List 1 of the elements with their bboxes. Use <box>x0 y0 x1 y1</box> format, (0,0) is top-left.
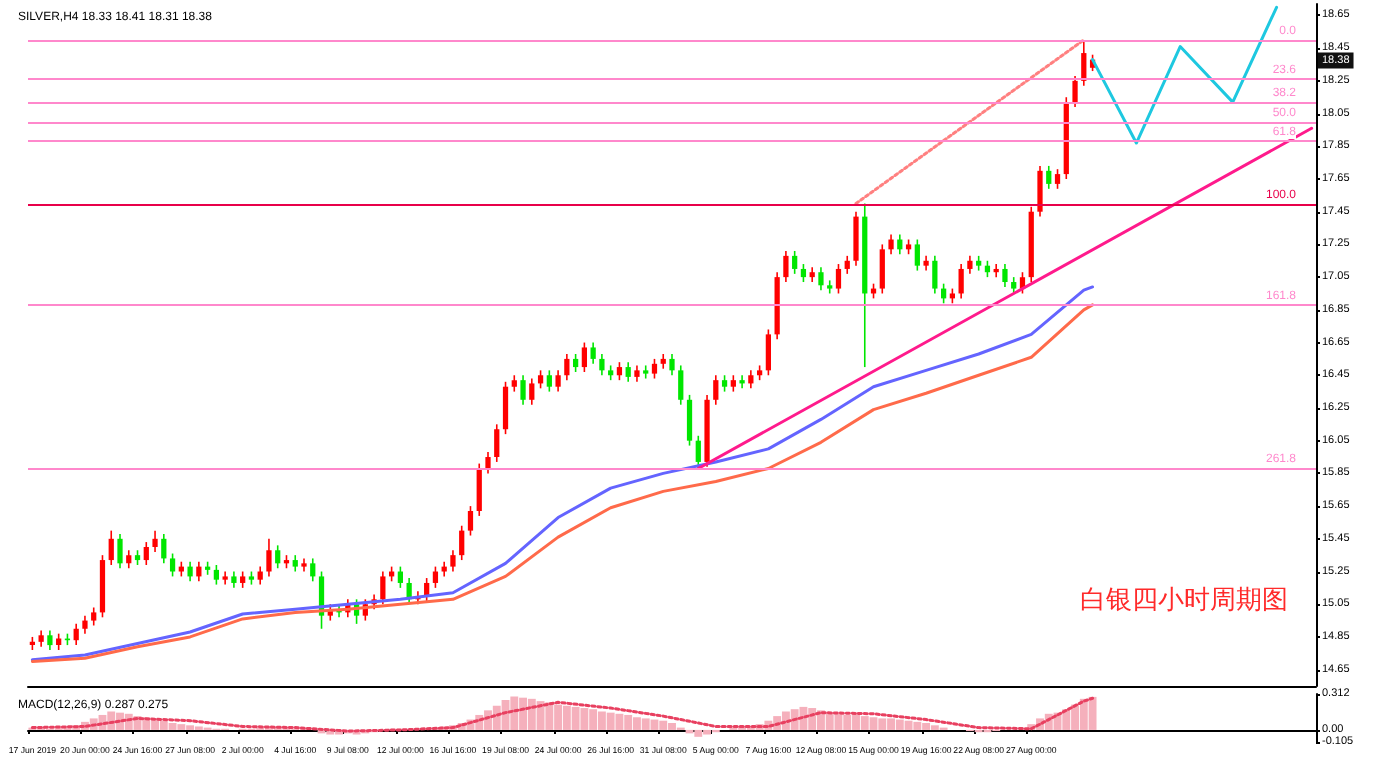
annotation: 白银四小时周期图 <box>1080 586 1288 616</box>
